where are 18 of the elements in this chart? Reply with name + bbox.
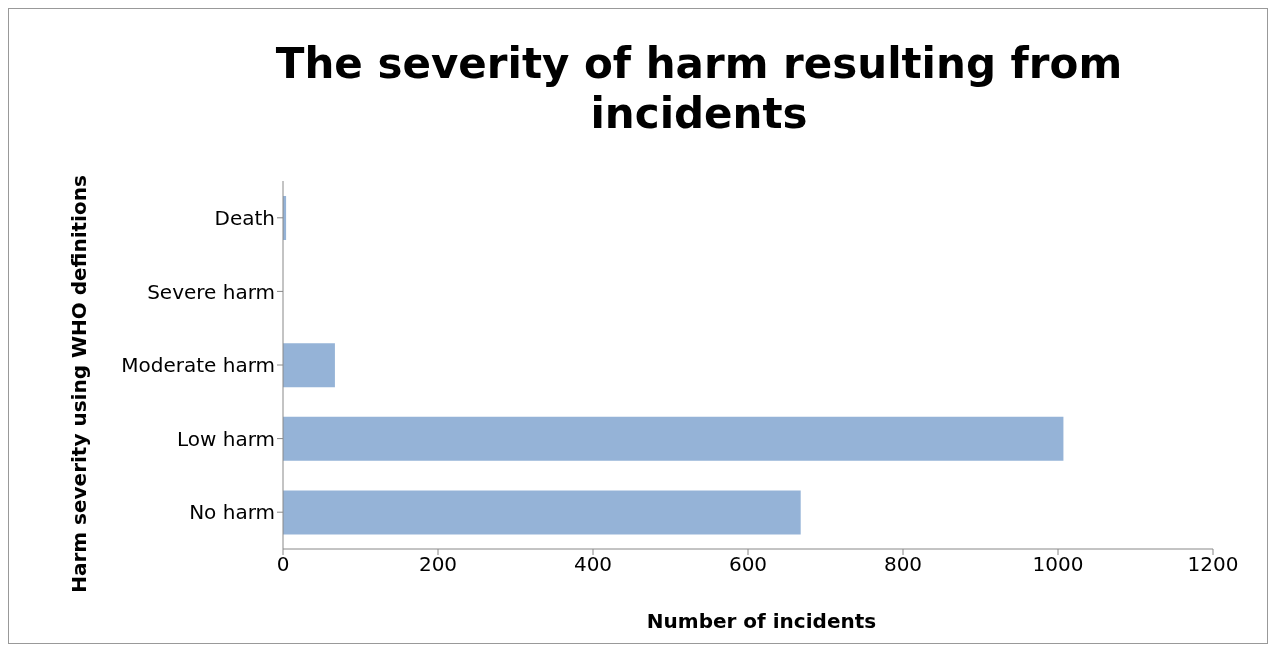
y-axis-title: Harm severity using WHO definitions	[67, 175, 91, 593]
chart-title: The severity of harm resulting from incidents	[274, 39, 1124, 139]
x-tick-label: 1000	[1032, 552, 1084, 577]
bar	[283, 343, 335, 388]
y-tick-label: Severe harm	[147, 279, 275, 304]
x-tick-label: 400	[573, 552, 613, 577]
y-tick-label: Moderate harm	[121, 353, 275, 378]
x-tick-label: 600	[728, 552, 768, 577]
bar	[283, 416, 1064, 461]
y-tick-label: Low harm	[176, 426, 275, 451]
y-tick-label: Death	[214, 205, 275, 230]
x-tick-label: 800	[883, 552, 923, 577]
x-tick-label: 1200	[1187, 552, 1239, 577]
x-tick-label: 0	[276, 552, 290, 577]
bar	[283, 490, 801, 535]
x-tick-label: 200	[418, 552, 458, 577]
x-axis-title: Number of incidents	[645, 609, 878, 633]
y-tick-label: No harm	[189, 500, 275, 525]
